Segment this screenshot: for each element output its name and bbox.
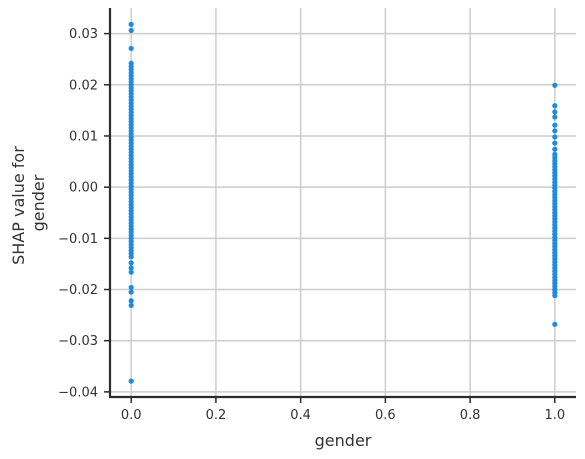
data-point xyxy=(128,269,134,275)
data-point xyxy=(552,103,558,109)
y-tick-label: −0.03 xyxy=(58,334,98,349)
x-ticks: 0.0 0.2 0.4 0.6 0.8 1.0 xyxy=(121,397,565,423)
data-point xyxy=(552,140,558,146)
data-point xyxy=(552,109,558,115)
data-point xyxy=(552,82,558,88)
data-point xyxy=(128,21,134,27)
data-point xyxy=(128,265,134,271)
x-tick-label: 0.6 xyxy=(375,408,396,423)
y-ticks: 0.03 0.02 0.01 0.00 −0.01 −0.02 −0.03 −0.04 xyxy=(58,27,110,400)
data-point xyxy=(128,302,134,308)
data-point xyxy=(128,27,134,34)
data-point xyxy=(128,45,134,52)
data-points xyxy=(128,21,558,384)
data-point xyxy=(552,114,558,120)
x-tick-label: 1.0 xyxy=(544,408,565,423)
data-point xyxy=(128,260,134,266)
x-tick-label: 0.8 xyxy=(460,408,481,423)
y-axis-title: SHAP value for gender xyxy=(9,141,48,265)
x-tick-label: 0.4 xyxy=(290,408,311,423)
y-tick-label: 0.03 xyxy=(69,27,98,42)
x-tick-label: 0.2 xyxy=(206,408,227,423)
data-point xyxy=(552,128,558,134)
x-tick-label: 0.0 xyxy=(121,408,142,423)
y-tick-label: −0.01 xyxy=(58,232,98,247)
data-point xyxy=(128,284,134,291)
y-tick-label: −0.04 xyxy=(58,385,98,400)
data-point xyxy=(552,122,558,128)
data-point xyxy=(552,134,558,140)
y-axis-title-line-1: SHAP value for xyxy=(9,146,28,265)
data-point xyxy=(128,254,134,260)
data-point xyxy=(552,321,558,327)
data-point xyxy=(128,298,134,304)
y-tick-label: 0.01 xyxy=(69,129,98,144)
data-point xyxy=(128,289,134,295)
y-tick-label: −0.02 xyxy=(58,283,98,298)
data-point xyxy=(128,378,134,384)
axes xyxy=(108,8,576,399)
y-tick-label: 0.00 xyxy=(69,181,98,196)
grid-lines xyxy=(110,8,576,397)
data-point xyxy=(552,293,558,299)
y-tick-label: 0.02 xyxy=(69,78,98,93)
x-axis-title: gender xyxy=(315,431,372,450)
y-axis-title-line-2: gender xyxy=(29,174,48,231)
data-point xyxy=(552,146,558,152)
